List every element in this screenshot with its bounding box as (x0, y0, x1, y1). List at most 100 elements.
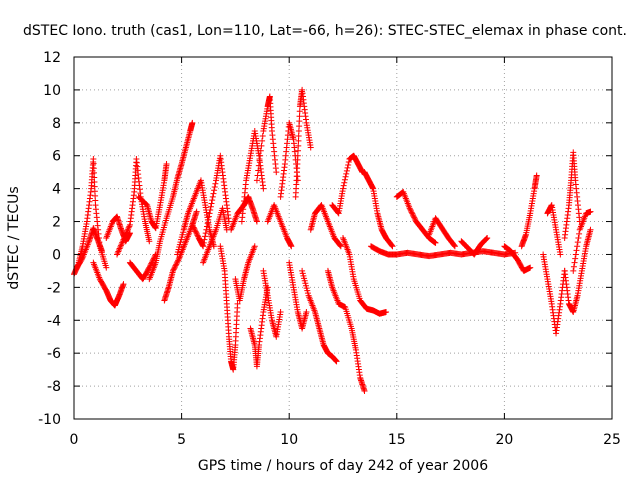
data-point (125, 224, 132, 231)
data-point (193, 208, 200, 215)
data-point (482, 236, 489, 243)
chart-title: dSTEC Iono. truth (cas1, Lon=110, Lat=-6… (23, 23, 627, 39)
data-point (172, 262, 179, 269)
data-point (124, 227, 131, 234)
data-point (193, 231, 200, 238)
data-point (344, 164, 351, 171)
data-point (207, 207, 214, 214)
y-axis-tick-labels: -10 -8 -6 -4 -2 0 2 4 6 8 10 12 (38, 50, 61, 428)
y-tick-label: -4 (47, 313, 61, 329)
data-point (257, 152, 264, 159)
y-tick-label: 10 (43, 83, 61, 99)
x-axis-title: GPS time / hours of day 242 of year 2006 (198, 458, 488, 474)
data-point (340, 182, 347, 189)
data-point (572, 251, 579, 258)
data-point (408, 208, 415, 215)
data-point (210, 190, 217, 197)
y-tick-label: -6 (47, 346, 61, 362)
data-point (207, 203, 214, 210)
data-point (432, 239, 439, 246)
data-point (573, 247, 580, 254)
data-point (206, 210, 213, 217)
data-point (361, 388, 368, 395)
x-tick-label: 0 (70, 432, 79, 448)
data-point (117, 242, 124, 249)
y-tick-label: -8 (47, 379, 61, 395)
x-tick-label: 5 (177, 432, 186, 448)
data-point (209, 193, 216, 200)
data-point (115, 247, 122, 254)
data-point (193, 229, 200, 236)
data-point (189, 119, 196, 126)
data-point (171, 263, 178, 270)
data-point (203, 223, 210, 230)
data-point (205, 213, 212, 220)
data-point (303, 309, 310, 316)
data-point (273, 169, 280, 176)
x-tick-label: 15 (388, 432, 406, 448)
data-point (411, 214, 418, 221)
data-point (257, 147, 264, 154)
y-tick-label: 12 (43, 50, 61, 66)
data-point (116, 245, 123, 252)
data-point (119, 239, 126, 246)
data-point (484, 235, 491, 241)
data-point (571, 259, 578, 266)
data-point (171, 265, 178, 272)
x-tick-label: 25 (603, 432, 621, 448)
data-point (259, 132, 266, 139)
data-point (527, 264, 534, 271)
data-point (277, 309, 284, 316)
data-point (259, 137, 266, 144)
data-point (211, 187, 218, 194)
data-point (574, 243, 581, 250)
data-point (251, 243, 258, 250)
data-point (383, 309, 390, 316)
y-tick-label: 6 (52, 149, 61, 165)
data-point (192, 228, 199, 235)
data-point (123, 230, 130, 237)
data-point (343, 167, 350, 174)
data-point (451, 243, 458, 250)
y-axis-title: dSTEC / TECUs (6, 186, 22, 289)
data-point (451, 242, 458, 249)
data-point (572, 255, 579, 262)
data-point (406, 205, 413, 212)
y-tick-label: -10 (38, 412, 61, 428)
data-point (175, 257, 182, 264)
data-point (576, 230, 583, 237)
data-point (307, 144, 314, 151)
data-point (408, 209, 415, 216)
data-point (114, 249, 121, 256)
data-point (202, 230, 209, 237)
data-point (204, 220, 211, 227)
data-point (146, 238, 153, 245)
data-point (587, 226, 594, 233)
data-point (575, 235, 582, 241)
data-point (343, 170, 350, 177)
data-point (125, 226, 132, 233)
data-point (201, 236, 208, 243)
data-point (173, 261, 180, 268)
data-point (337, 242, 344, 249)
data-point (253, 177, 260, 184)
data-point (121, 233, 128, 240)
data-point (253, 218, 260, 225)
data-point (163, 160, 170, 167)
data-point (212, 180, 219, 187)
data-point (191, 227, 198, 234)
data-point (123, 229, 130, 236)
y-tick-label: 8 (52, 116, 61, 132)
data-point (409, 210, 416, 217)
y-tick-label: 2 (52, 215, 61, 231)
plot-frame (73, 56, 613, 420)
data-point (255, 162, 262, 169)
data-point (345, 161, 352, 168)
x-tick-label: 20 (495, 432, 513, 448)
data-point (256, 157, 263, 164)
data-point (78, 255, 85, 262)
data-point (410, 213, 417, 220)
data-point (122, 232, 129, 239)
data-point (114, 251, 121, 258)
